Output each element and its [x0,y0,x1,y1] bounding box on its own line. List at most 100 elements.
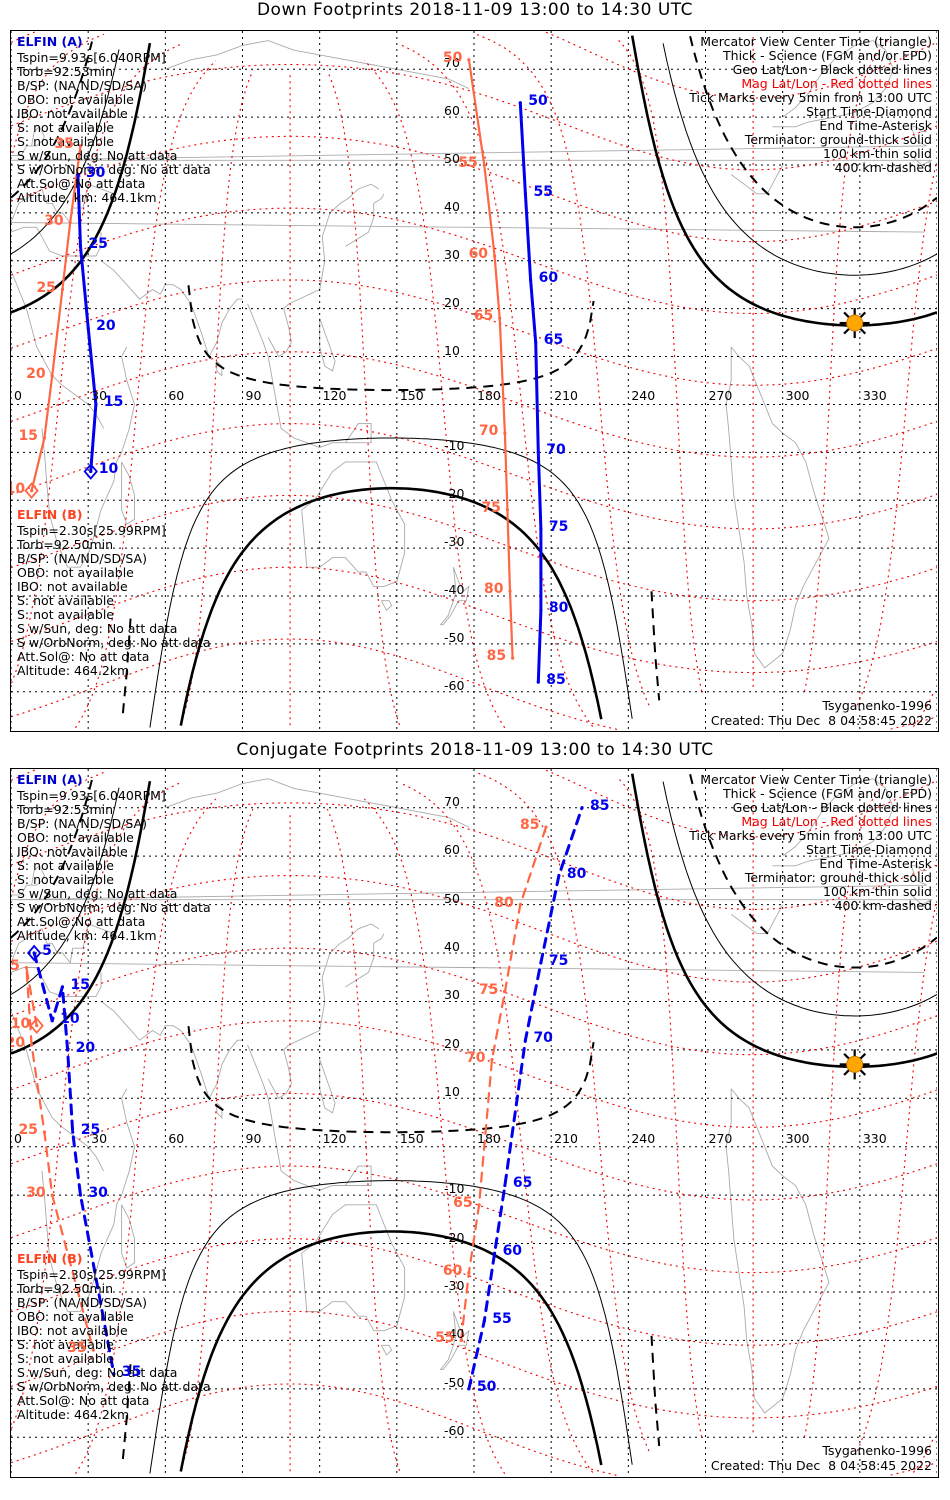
time-tick-label: 85 [546,672,566,689]
lat-tick-label: -50 [444,1374,465,1390]
legend-line: Start Time-Diamond [805,104,932,119]
time-tick-label: 80 [484,581,504,598]
info-line: S w/OrbNorm, deg: No att data [17,635,211,650]
time-tick-label: 20 [11,1035,26,1052]
elfin-a-info: Tspin=9.93s[6.040RPM] Torb=92.53min B/SP: … [17,51,211,205]
info-line: Altitude: 464.2km [17,663,130,678]
info-line: Att.Sol@:No att data [17,914,146,929]
time-tick-label: 20 [26,365,46,382]
info-line: OBO: not available [17,565,134,580]
time-tick-label: 30 [85,164,106,181]
time-tick-label: 30 [88,1185,108,1202]
lon-tick-label: 180 [477,388,501,404]
time-tick-label: 85 [590,797,610,814]
time-tick-label: 85 [520,817,540,834]
lon-tick-label: 210 [554,388,579,404]
lat-tick-label: -10 [444,438,465,454]
panel-down-footprints: Down Footprints 2018-11-09 13:00 to 14:3… [0,0,950,740]
time-tick-label: 25 [36,279,56,296]
time-tick-label: 75 [548,952,569,969]
map-plot-area [11,769,937,1476]
lat-tick-label: -20 [444,1229,465,1245]
legend-line: Tick Marks every 5min from 13:00 UTC [689,828,932,843]
legend-line: Geo Lat/Lon - Black dotted lines [732,800,932,815]
lon-tick-label: 0 [14,1130,22,1146]
info-line: OBO: not available [17,1309,134,1324]
lon-tick-label: 30 [91,1130,108,1146]
info-line: S: not available [17,607,114,622]
lat-tick-label: -40 [444,581,465,597]
plot-legend: Mercator View Center Time (triangle) Thic… [689,35,932,175]
plot-legend: Mercator View Center Time (triangle) Thic… [689,773,932,913]
lat-tick-label: 20 [444,1035,460,1051]
model-credit: Tsyganenko-1996 [822,698,932,713]
time-tick-label: 60 [442,1262,463,1279]
lon-tick-label: 30 [91,388,108,404]
lat-tick-label: 50 [444,890,460,906]
lat-tick-label: 10 [444,342,460,358]
lat-tick-label: 70 [444,55,460,71]
legend-line: Mercator View Center Time (triangle) [700,34,932,49]
lat-tick-label: -30 [444,1277,465,1293]
lat-tick-label: 30 [444,987,460,1003]
time-tick-label: 75 [548,518,569,535]
legend-line: Geo Lat/Lon - Black dotted lines [732,62,932,77]
legend-line: Mag Lat/Lon - Red dotted lines [741,76,932,91]
time-tick-label: 15 [18,427,38,444]
time-tick-label: 15 [10,957,20,974]
panel-conjugate-footprints: Conjugate Footprints 2018-11-09 13:00 to… [0,740,950,1500]
lat-tick-label: -30 [444,534,465,550]
lat-tick-label: 40 [444,198,460,214]
info-line: S w/OrbNorm, deg: No att data [17,1379,211,1394]
legend-line: 100 km-thin solid [823,884,932,899]
lat-tick-label: -60 [444,677,465,693]
info-line: Tspin=9.93s[6.040RPM] [17,788,166,803]
time-tick-label: 55 [533,183,553,200]
time-tick-label: 25 [18,1122,38,1139]
legend-line: Start Time-Diamond [805,842,932,857]
time-tick-label: 70 [546,442,566,459]
legend-line: Thick - Science (FGM and/or EPD) [723,48,932,63]
lon-tick-label: 330 [862,1130,887,1146]
legend-line: Tick Marks every 5min from 13:00 UTC [689,90,932,105]
elfin-a-header: ELFIN (A) [17,772,83,787]
time-tick-label: 85 [486,648,507,665]
lat-tick-label: -10 [444,1181,465,1197]
time-tick-label: 70 [533,1030,553,1047]
legend-line: 400 km-dashed [834,898,932,913]
lon-tick-label: 150 [399,388,424,404]
lon-tick-label: 60 [168,388,185,404]
time-tick-label: 35 [67,1340,87,1357]
info-line: B/SP: (NA/ND/SD/SA) [17,551,147,566]
plot-frame: ELFIN (A) Tspin=9.93s[6.040RPM] Torb=92.5… [10,768,939,1478]
time-tick-label: 70 [478,423,499,440]
info-line: S w/Sun, deg: No att data [17,886,178,901]
info-line: S: not available [17,872,114,887]
info-line: Tspin=2.30s[25.99RPM] [17,523,166,538]
panel-title: Down Footprints 2018-11-09 13:00 to 14:3… [256,0,694,20]
time-tick-label: 60 [468,246,489,263]
lon-tick-label: 120 [322,1130,347,1146]
lon-tick-label: 60 [168,1130,185,1146]
info-line: B/SP: (NA/ND/SD/SA) [17,78,147,93]
info-line: S: not available [17,120,114,135]
info-line: Torb=92.50min [17,537,114,552]
model-credit: Tsyganenko-1996 [822,1443,932,1458]
lat-tick-label: -60 [444,1423,465,1439]
created-credit: Created: Thu Dec 8 04:58:45 2022 [710,1458,932,1473]
info-line: B/SP: (NA/ND/SD/SA) [17,816,147,831]
time-tick-label: 50 [528,92,548,109]
info-line: Torb=92.53min [17,802,114,817]
lon-tick-label: 270 [708,1130,733,1146]
info-line: S: not available [17,1337,114,1352]
time-tick-label: 55 [492,1311,512,1328]
info-line: Torb=92.53min [17,64,114,79]
legend-line: Mag Lat/Lon - Red dotted lines [741,814,932,829]
lon-tick-label: 300 [785,388,810,404]
info-line: S: not available [17,593,114,608]
lat-tick-label: 60 [444,842,460,858]
time-tick-label: 80 [548,600,569,617]
legend-line: Terminator: ground-thick solid [744,132,932,147]
time-tick-label: 25 [80,1122,101,1139]
